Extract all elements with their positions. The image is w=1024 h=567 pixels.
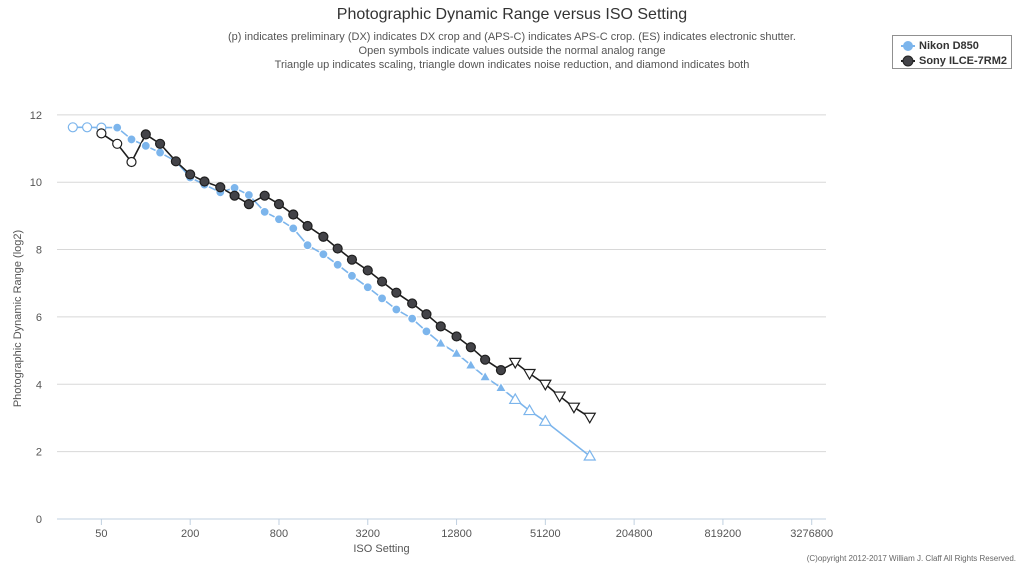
x-tick-label: 200 (181, 528, 199, 540)
data-point-nikon-d850 (112, 122, 123, 133)
data-point-nikon-d850 (273, 214, 285, 225)
data-point-sony-ilce-7rm2 (480, 354, 491, 365)
x-tick-label: 819200 (705, 528, 742, 540)
data-point-nikon-d850 (522, 403, 537, 416)
y-tick-label: 2 (36, 447, 42, 459)
data-point-sony-ilce-7rm2 (567, 402, 581, 414)
y-tick-label: 8 (36, 245, 42, 257)
data-point-nikon-d850 (82, 122, 93, 133)
data-point-sony-ilce-7rm2 (318, 231, 329, 242)
data-point-nikon-d850 (407, 313, 418, 324)
data-point-nikon-d850 (494, 380, 508, 393)
data-point-sony-ilce-7rm2 (140, 129, 151, 140)
x-tick-label: 51200 (530, 528, 561, 540)
data-point-sony-ilce-7rm2 (391, 287, 402, 298)
chart-subtitle-line-2: Open symbols indicate values outside the… (358, 45, 666, 57)
data-point-nikon-d850 (332, 259, 343, 270)
data-point-sony-ilce-7rm2 (96, 128, 107, 139)
x-tick-label: 12800 (441, 528, 472, 540)
data-point-nikon-d850 (243, 189, 254, 201)
series-line-sony-ilce-7rm2 (100, 132, 591, 418)
data-point-sony-ilce-7rm2 (495, 365, 507, 376)
data-point-nikon-d850 (376, 293, 388, 304)
data-point-sony-ilce-7rm2 (376, 276, 388, 287)
legend-label-sony-ilce-7rm2: Sony ILCE-7RM2 (919, 55, 1008, 67)
data-point-sony-ilce-7rm2 (465, 342, 476, 353)
data-point-sony-ilce-7rm2 (215, 182, 226, 193)
data-point-sony-ilce-7rm2 (302, 220, 313, 232)
data-point-nikon-d850 (391, 304, 402, 315)
data-point-sony-ilce-7rm2 (288, 209, 299, 220)
data-point-nikon-d850 (67, 122, 78, 133)
data-point-sony-ilce-7rm2 (407, 298, 418, 309)
data-point-sony-ilce-7rm2 (273, 198, 285, 210)
chart-subtitle-line-3: Triangle up indicates scaling, triangle … (274, 59, 750, 71)
data-point-sony-ilce-7rm2 (583, 412, 597, 424)
legend-marker-nikon-d850 (901, 41, 915, 51)
series-line-nikon-d850 (72, 126, 591, 457)
data-point-sony-ilce-7rm2 (451, 331, 462, 342)
data-point-sony-ilce-7rm2 (553, 391, 567, 403)
legend-marker-sony-ilce-7rm2 (901, 55, 915, 67)
data-point-sony-ilce-7rm2 (229, 190, 240, 201)
data-point-sony-ilce-7rm2 (362, 265, 373, 276)
data-point-nikon-d850 (508, 392, 522, 405)
y-axis-title: Photographic Dynamic Range (log2) (12, 230, 24, 407)
x-tick-label: 3276800 (790, 528, 833, 540)
data-point-sony-ilce-7rm2 (112, 138, 123, 149)
legend-label-nikon-d850: Nikon D850 (919, 40, 979, 52)
chart-title: Photographic Dynamic Range versus ISO Se… (336, 6, 688, 23)
data-point-nikon-d850 (346, 270, 358, 281)
data-point-sony-ilce-7rm2 (243, 198, 254, 210)
x-tick-label: 204800 (616, 528, 653, 540)
data-point-nikon-d850 (140, 140, 151, 151)
data-point-nikon-d850 (288, 223, 299, 234)
legend-item-sony-ilce-7rm2[interactable]: Sony ILCE-7RM2 (901, 54, 1007, 68)
data-point-sony-ilce-7rm2 (332, 243, 343, 254)
data-point-sony-ilce-7rm2 (154, 138, 166, 149)
chart-legend: Nikon D850 Sony ILCE-7RM2 (892, 35, 1012, 69)
y-tick-label: 10 (30, 177, 42, 189)
data-point-sony-ilce-7rm2 (421, 309, 432, 320)
data-point-nikon-d850 (478, 370, 492, 382)
y-tick-label: 12 (30, 110, 42, 122)
data-point-nikon-d850 (318, 249, 329, 260)
data-point-sony-ilce-7rm2 (522, 368, 537, 381)
legend-item-nikon-d850[interactable]: Nikon D850 (901, 39, 979, 53)
data-point-nikon-d850 (259, 206, 270, 217)
data-point-sony-ilce-7rm2 (185, 169, 196, 180)
y-tick-label: 4 (36, 379, 42, 391)
data-point-sony-ilce-7rm2 (508, 357, 522, 370)
data-point-sony-ilce-7rm2 (199, 176, 210, 187)
data-point-nikon-d850 (362, 282, 373, 293)
copyright-notice: (C)opyright 2012-2017 William J. Claff A… (806, 554, 1016, 563)
data-point-nikon-d850 (583, 449, 597, 461)
data-point-nikon-d850 (464, 358, 478, 370)
data-point-sony-ilce-7rm2 (170, 156, 181, 167)
chart-subtitle-line-1: (p) indicates preliminary (DX) indicates… (228, 31, 796, 43)
data-point-sony-ilce-7rm2 (435, 321, 446, 332)
y-tick-label: 6 (36, 312, 42, 324)
data-point-sony-ilce-7rm2 (538, 379, 552, 391)
data-point-nikon-d850 (450, 346, 464, 358)
x-tick-label: 800 (270, 528, 288, 540)
data-point-nikon-d850 (154, 147, 166, 158)
x-tick-label: 3200 (356, 528, 380, 540)
data-point-nikon-d850 (434, 336, 448, 348)
x-tick-label: 50 (95, 528, 107, 540)
data-point-nikon-d850 (538, 414, 552, 426)
x-axis-title: ISO Setting (353, 543, 409, 555)
data-point-nikon-d850 (126, 134, 137, 145)
data-point-sony-ilce-7rm2 (346, 254, 358, 265)
data-point-sony-ilce-7rm2 (126, 156, 137, 168)
y-tick-label: 0 (36, 514, 42, 526)
data-point-nikon-d850 (302, 240, 313, 251)
data-point-nikon-d850 (421, 326, 432, 337)
data-point-sony-ilce-7rm2 (259, 190, 270, 201)
